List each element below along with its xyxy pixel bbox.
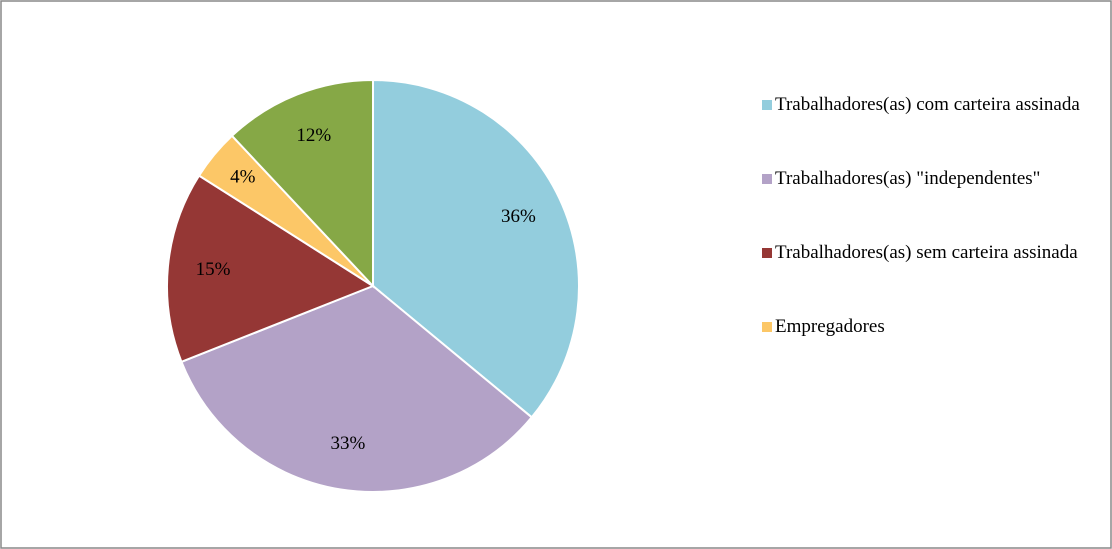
- legend-label: Trabalhadores(as) com carteira assinada: [775, 94, 1080, 115]
- legend-swatch: [762, 174, 772, 184]
- pie-slice: [166, 174, 376, 364]
- data-label: 4%: [230, 167, 256, 188]
- legend-item: Empregadores: [762, 312, 1107, 341]
- data-label: 15%: [196, 259, 231, 280]
- legend-swatch: [762, 322, 772, 332]
- legend-swatch: [762, 248, 772, 258]
- legend-item: Trabalhadores(as) com carteira assinada: [762, 90, 1107, 119]
- legend-item: Trabalhadores(as) sem carteira assinada: [762, 238, 1107, 267]
- data-label: 33%: [330, 433, 365, 454]
- pie-slice: [230, 78, 374, 289]
- legend-label: Trabalhadores(as) "independentes": [775, 168, 1041, 189]
- pie-slice: [372, 78, 580, 419]
- legend: Trabalhadores(as) com carteira assinada T…: [762, 90, 1107, 386]
- legend-swatch: [762, 100, 772, 110]
- legend-label: Empregadores: [775, 316, 885, 337]
- legend-item: Trabalhadores(as) "independentes": [762, 164, 1107, 193]
- data-label: 36%: [501, 206, 536, 227]
- legend-label: Trabalhadores(as) sem carteira assinada: [775, 242, 1078, 263]
- pie-slice: [180, 284, 534, 493]
- data-label: 12%: [296, 125, 331, 146]
